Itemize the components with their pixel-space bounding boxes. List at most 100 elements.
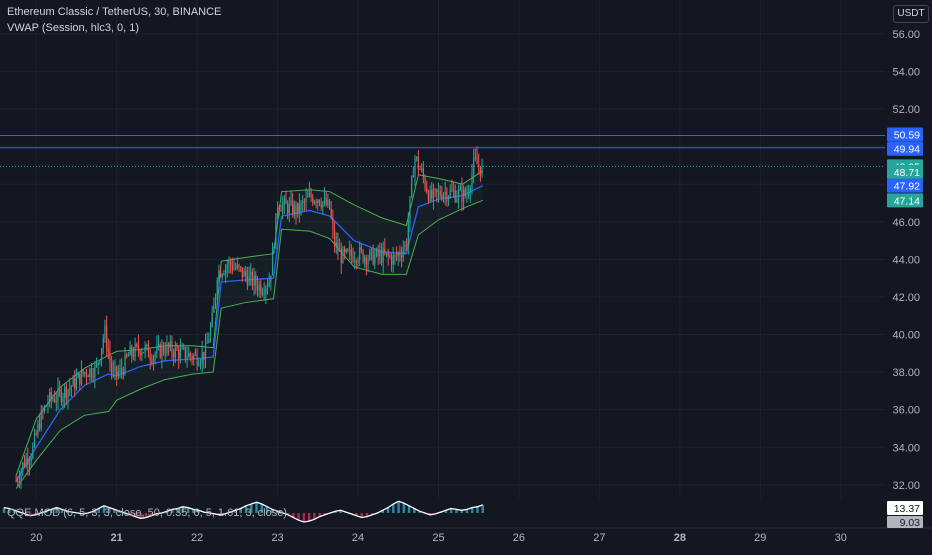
price-tick-label: 44.00: [892, 254, 920, 266]
vwap-legend[interactable]: VWAP (Session, hlc3, 0, 1): [7, 22, 140, 34]
candle-body: [395, 255, 398, 257]
candle-body: [330, 208, 332, 218]
candle-body: [211, 312, 213, 327]
candle-body: [157, 344, 160, 347]
candle-body: [32, 445, 34, 458]
price-axis[interactable]: 56.0054.0052.0050.0048.0046.0044.0042.00…: [892, 29, 920, 492]
candle-body: [349, 249, 351, 251]
candle-body: [344, 249, 346, 252]
candle-body: [276, 207, 279, 214]
price-tick-label: 32.00: [892, 480, 920, 492]
price-tick-label: 46.00: [892, 217, 920, 229]
candle-body: [377, 249, 379, 257]
candle-body: [320, 204, 322, 208]
candle-body: [77, 373, 79, 379]
horizontal-lines[interactable]: [0, 134, 885, 167]
candle-body: [201, 351, 203, 363]
candle-body: [360, 247, 362, 251]
candle-body: [233, 267, 235, 270]
candle-body: [270, 275, 272, 283]
candle-body: [414, 158, 416, 176]
time-tick-label: 27: [593, 532, 605, 544]
candle-body: [429, 190, 431, 202]
price-label-bg: [887, 127, 923, 142]
candle-body: [60, 390, 62, 402]
time-tick-label: 30: [835, 532, 847, 544]
candle-body: [347, 249, 349, 251]
candle-body: [416, 157, 418, 159]
candle-body: [449, 190, 451, 197]
candle-body: [134, 344, 136, 357]
qqe-legend[interactable]: QQE MOD (6, 5, 3, 3, close, 50, 0.35, 6,…: [7, 507, 288, 519]
candle-body: [300, 202, 302, 212]
candle-body: [127, 355, 129, 357]
candle-body: [82, 369, 84, 374]
candle-body: [268, 282, 270, 287]
candle-body: [342, 249, 344, 264]
candle-body: [323, 197, 326, 202]
candle-body: [478, 164, 480, 167]
candle-body: [402, 249, 404, 257]
candle-body: [226, 265, 228, 268]
candle-body: [70, 386, 73, 389]
candle-body: [362, 250, 364, 262]
candle-body: [452, 190, 455, 192]
candle-body: [231, 264, 233, 270]
candle-body: [116, 366, 118, 375]
candle-body: [89, 368, 91, 378]
candle-body: [392, 255, 394, 265]
candle-body: [404, 243, 406, 250]
candle-body: [181, 347, 183, 349]
candle-body: [27, 458, 29, 465]
candle-body: [298, 202, 300, 212]
candle-body: [178, 350, 180, 359]
candle-body: [104, 325, 106, 339]
candle-body: [253, 275, 255, 286]
symbol-legend[interactable]: Ethereum Classic / TetherUS, 30, BINANCE: [7, 6, 222, 18]
candle-body: [364, 257, 366, 262]
price-label: 47.14: [894, 195, 920, 207]
candle-body: [20, 470, 22, 481]
candle-body: [406, 243, 408, 247]
candle-body: [260, 284, 262, 294]
currency-button[interactable]: USDT: [893, 5, 929, 23]
candle-body: [151, 359, 153, 363]
candle-body: [384, 248, 386, 254]
osc-label: 9.03: [900, 517, 921, 529]
candle-body: [325, 197, 327, 206]
candle-body: [265, 287, 267, 294]
candle-body: [424, 177, 426, 188]
candle-body: [308, 192, 311, 197]
candle-body: [209, 326, 212, 340]
candle-body: [327, 199, 329, 206]
candle-body: [223, 273, 225, 275]
candle-body: [65, 387, 67, 399]
candle-body: [50, 391, 52, 399]
candle-body: [287, 204, 289, 214]
candle-body: [164, 352, 166, 354]
candle-body: [208, 339, 210, 343]
candle-body: [188, 353, 190, 358]
candle-body: [40, 410, 42, 429]
time-tick-label: 28: [674, 532, 686, 544]
candle-body: [59, 387, 61, 391]
candle-body: [332, 217, 334, 230]
candle-body: [37, 423, 39, 435]
candle-body: [131, 346, 133, 356]
candle-body: [204, 343, 207, 360]
candle-body: [333, 229, 336, 247]
time-tick-label: 22: [191, 532, 203, 544]
candle-body: [102, 338, 104, 349]
candle-body: [318, 200, 321, 205]
candle-body: [100, 348, 103, 360]
candle-body: [174, 347, 176, 358]
candle-body: [79, 373, 81, 385]
candle-body: [365, 257, 368, 265]
time-axis[interactable]: 20 21 22 23 24 25 26 27 28 29 30: [30, 532, 847, 544]
candle-body: [122, 370, 124, 375]
candle-body: [169, 341, 171, 348]
candle-body: [380, 251, 383, 263]
candle-body: [315, 201, 317, 203]
